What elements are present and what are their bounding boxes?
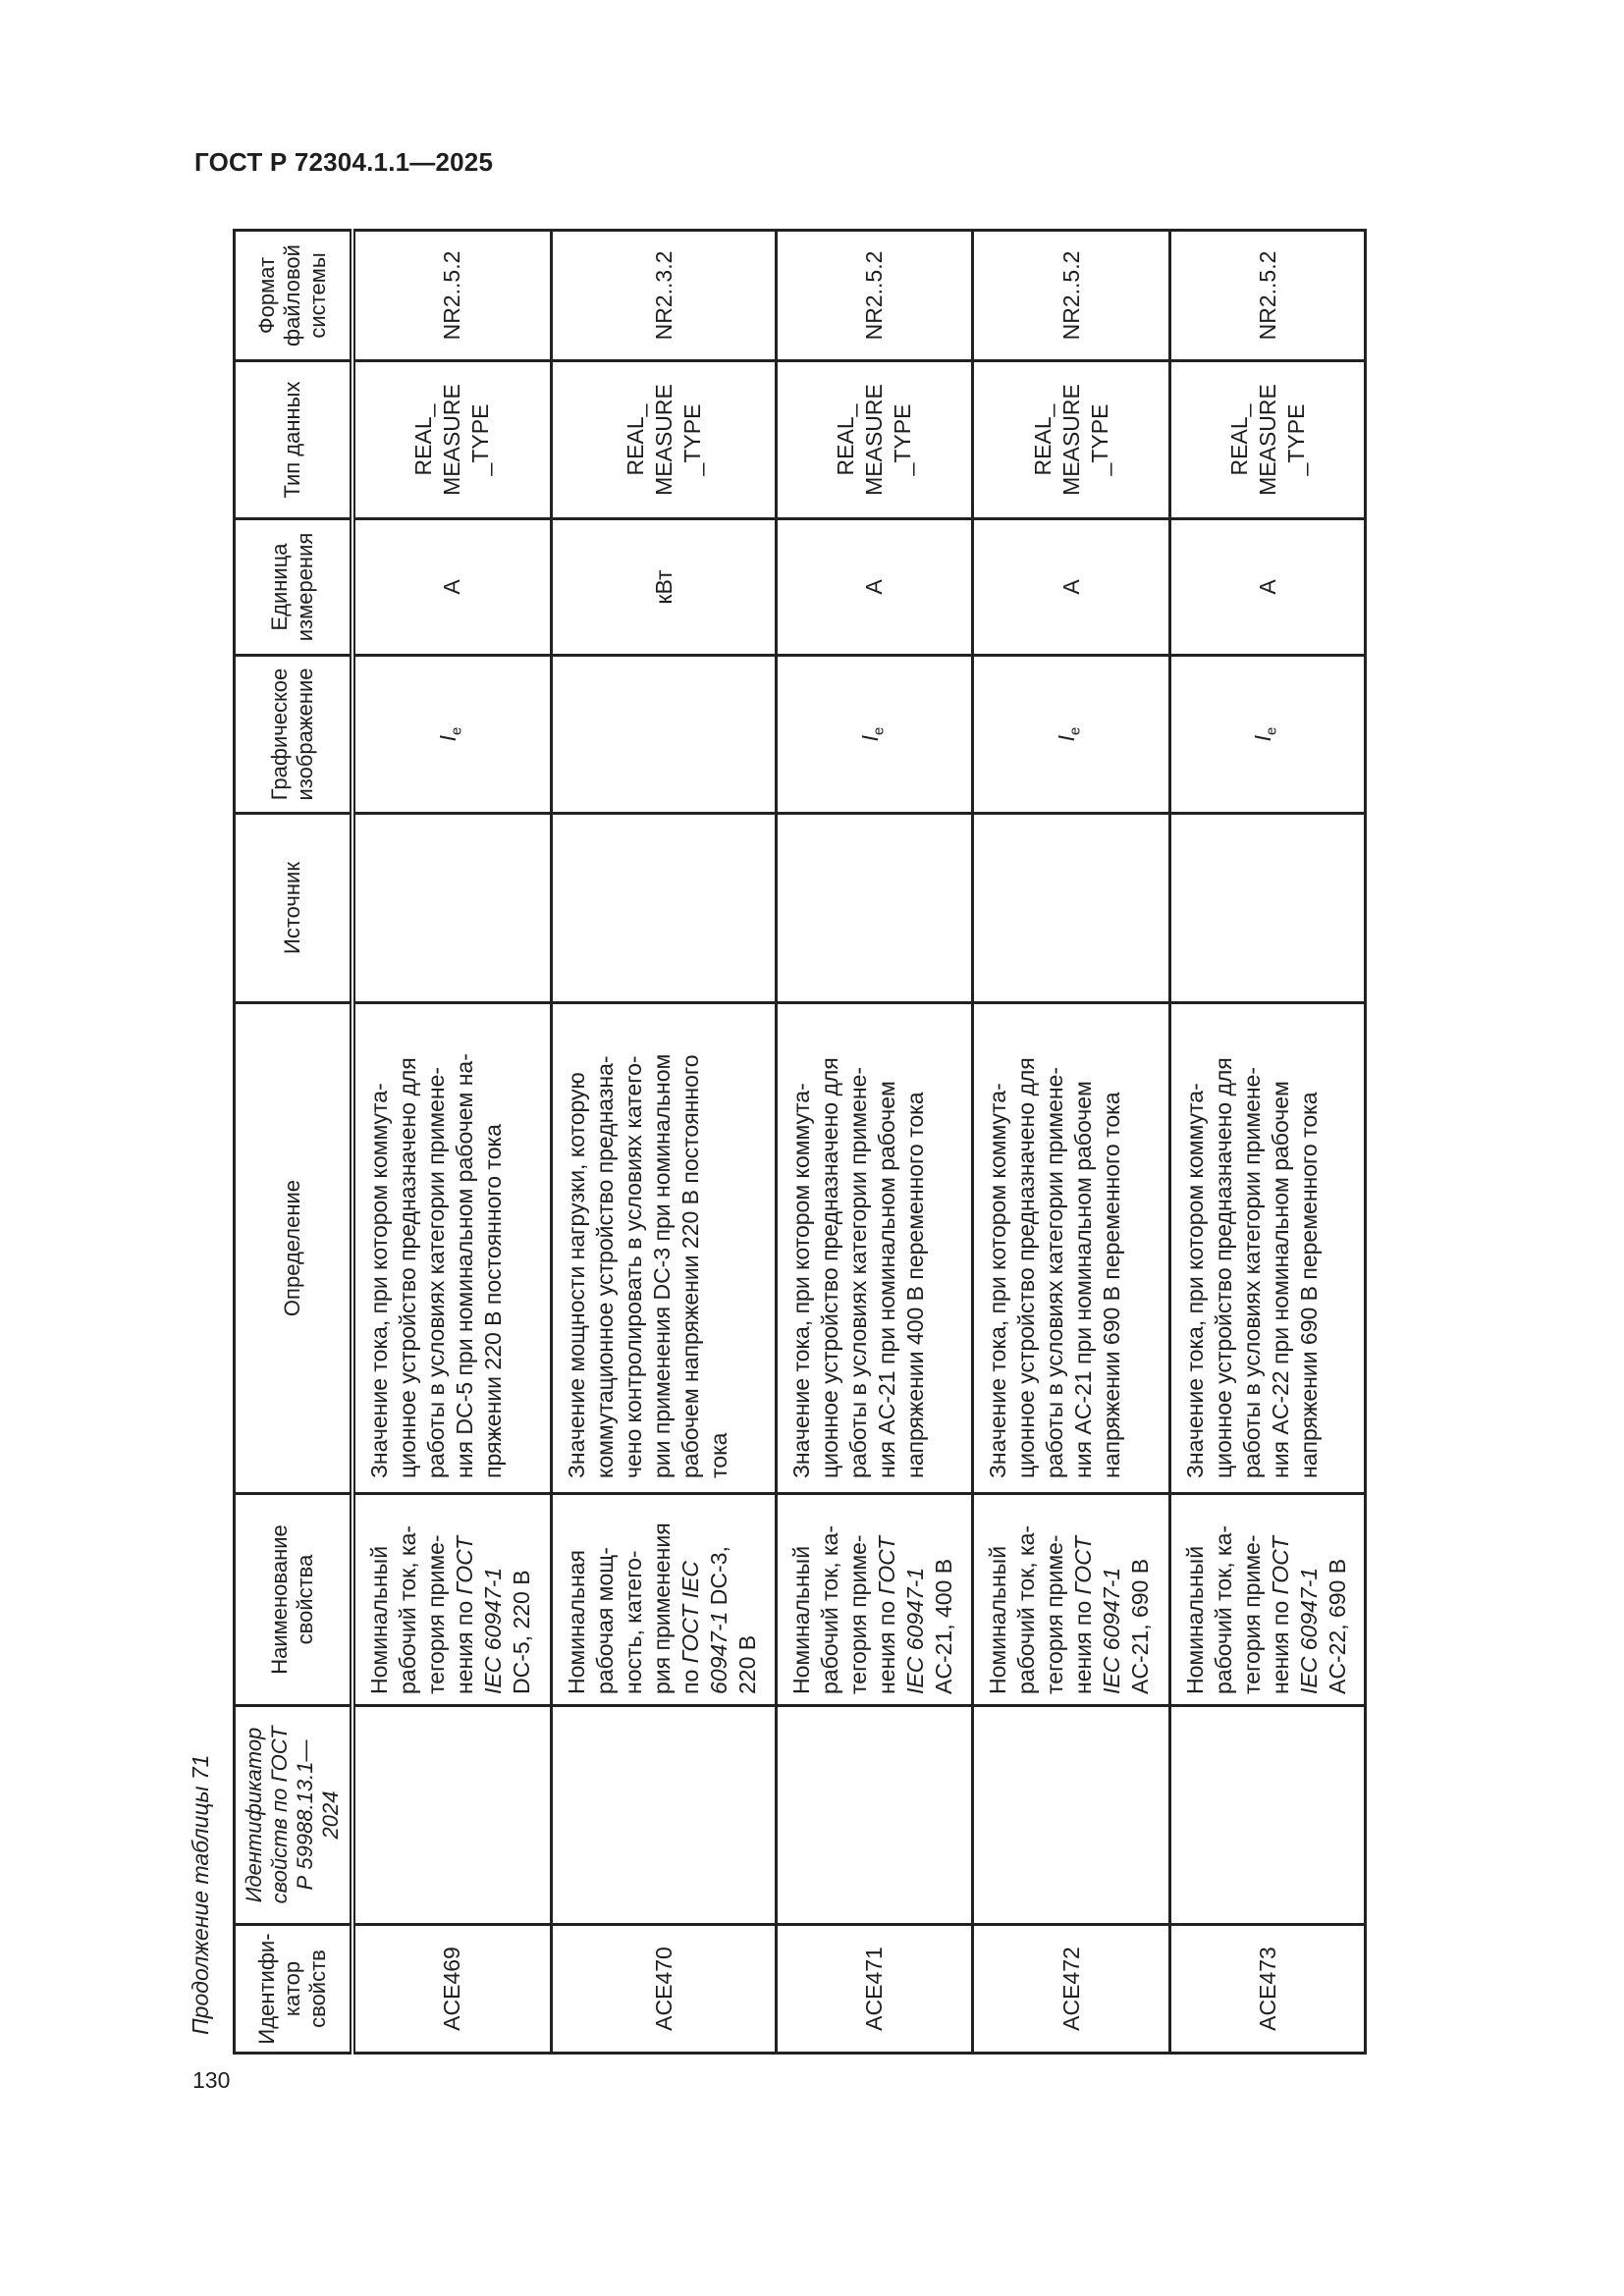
cell-definition: Значение тока, при котором коммута- цион… xyxy=(776,1002,973,1494)
cell-datatype: REAL_ MEASURE _TYPE xyxy=(776,360,973,519)
header-datatype: Тип данных xyxy=(234,360,352,519)
header-definition: Определение xyxy=(234,1002,352,1494)
cell-id: ACE469 xyxy=(352,1924,552,2054)
cell-unit: A xyxy=(776,518,973,656)
cell-id: ACE471 xyxy=(776,1924,973,2054)
cell-id2 xyxy=(972,1705,1170,1925)
cell-unit: кВт xyxy=(551,518,777,656)
cell-graphic: Ie xyxy=(352,655,552,814)
table-row: ACE473 Номинальный рабочий ток, ка- тегор… xyxy=(1169,230,1366,2054)
header-id2: Идентификатор свойств по ГОСТ Р 59988.13… xyxy=(234,1705,352,1925)
cell-unit: A xyxy=(972,518,1170,656)
graphic-symbol: I xyxy=(1054,734,1080,742)
cell-definition: Значение тока, при котором коммута- цион… xyxy=(972,1002,1170,1494)
table-row: ACE471 Номинальный рабочий ток, ка- тегор… xyxy=(776,230,973,2054)
name-text-suffix: DC-5, 220 В xyxy=(508,1570,534,1694)
cell-format: NR2..5.2 xyxy=(776,230,973,361)
graphic-subscript: e xyxy=(870,726,888,735)
cell-source xyxy=(776,813,973,1003)
graphic-subscript: e xyxy=(1263,726,1280,735)
header-id: Идентифи- катор свойств xyxy=(234,1924,352,2054)
cell-format: NR2..5.2 xyxy=(1169,230,1366,361)
cell-unit: A xyxy=(352,518,552,656)
cell-id: ACE472 xyxy=(972,1924,1170,2054)
cell-unit: A xyxy=(1169,518,1366,656)
cell-graphic: Ie xyxy=(1169,655,1366,814)
cell-format: NR2..3.2 xyxy=(551,230,777,361)
cell-source xyxy=(972,813,1170,1003)
cell-datatype: REAL_ MEASURE _TYPE xyxy=(352,360,552,519)
page-number: 130 xyxy=(192,2067,231,2093)
cell-name: Номинальный рабочий ток, ка- тегория при… xyxy=(352,1493,552,1706)
cell-graphic: Ie xyxy=(972,655,1170,814)
cell-id2 xyxy=(352,1705,552,1925)
cell-id2 xyxy=(776,1705,973,1925)
cell-definition: Значение тока, при котором коммута- цион… xyxy=(352,1002,552,1494)
cell-format: NR2..5.2 xyxy=(972,230,1170,361)
cell-source xyxy=(551,813,777,1003)
cell-definition: Значение тока, при котором коммута- цион… xyxy=(1169,1002,1366,1494)
header-graphic: Графическое изображение xyxy=(234,655,352,814)
header-unit: Единица измерения xyxy=(234,518,352,656)
document-header: ГОСТ Р 72304.1.1—2025 xyxy=(194,147,494,177)
cell-name: Номинальный рабочий ток, ка- тегория при… xyxy=(972,1493,1170,1706)
table-header-row: Идентифи- катор свойств Идентификатор св… xyxy=(234,230,352,2054)
header-source: Источник xyxy=(234,813,352,1003)
cell-name: Номинальная рабочая мощ- ность, катего- … xyxy=(551,1493,777,1706)
table-row: ACE469 Номинальный рабочий ток, ка- тегор… xyxy=(352,230,552,2054)
cell-id: ACE470 xyxy=(551,1924,777,2054)
cell-id2 xyxy=(1169,1705,1366,1925)
table-row: ACE472 Номинальный рабочий ток, ка- тегор… xyxy=(972,230,1170,2054)
properties-table: Идентифи- катор свойств Идентификатор св… xyxy=(233,229,1367,2055)
name-text-suffix: AC-22, 690 В xyxy=(1325,1558,1350,1694)
graphic-subscript: e xyxy=(448,726,465,735)
header-name: Наименование свойства xyxy=(234,1493,352,1706)
rotated-table-container: Продолжение таблицы 71 Идентифи- катор с… xyxy=(188,229,1367,2055)
cell-datatype: REAL_ MEASURE _TYPE xyxy=(551,360,777,519)
cell-name: Номинальный рабочий ток, ка- тегория при… xyxy=(1169,1493,1366,1706)
cell-id: ACE473 xyxy=(1169,1924,1366,2054)
cell-graphic xyxy=(551,655,777,814)
cell-source xyxy=(1169,813,1366,1003)
graphic-symbol: I xyxy=(434,734,460,742)
cell-id2 xyxy=(551,1705,777,1925)
cell-graphic: Ie xyxy=(776,655,973,814)
name-text-suffix: AC-21, 400 В xyxy=(931,1558,956,1694)
name-text-suffix: AC-21, 690 В xyxy=(1127,1558,1153,1694)
cell-name: Номинальный рабочий ток, ка- тегория при… xyxy=(776,1493,973,1706)
cell-datatype: REAL_ MEASURE _TYPE xyxy=(972,360,1170,519)
cell-format: NR2..5.2 xyxy=(352,230,552,361)
graphic-subscript: e xyxy=(1066,726,1084,735)
graphic-symbol: I xyxy=(856,734,883,742)
table-row: ACE470 Номинальная рабочая мощ- ность, ка… xyxy=(551,230,777,2054)
cell-definition: Значение мощности нагрузки, которую комм… xyxy=(551,1002,777,1494)
cell-datatype: REAL_ MEASURE _TYPE xyxy=(1169,360,1366,519)
cell-source xyxy=(352,813,552,1003)
graphic-symbol: I xyxy=(1250,734,1276,742)
table-caption: Продолжение таблицы 71 xyxy=(188,1754,213,2035)
header-format: Формат файловой системы xyxy=(234,230,352,361)
